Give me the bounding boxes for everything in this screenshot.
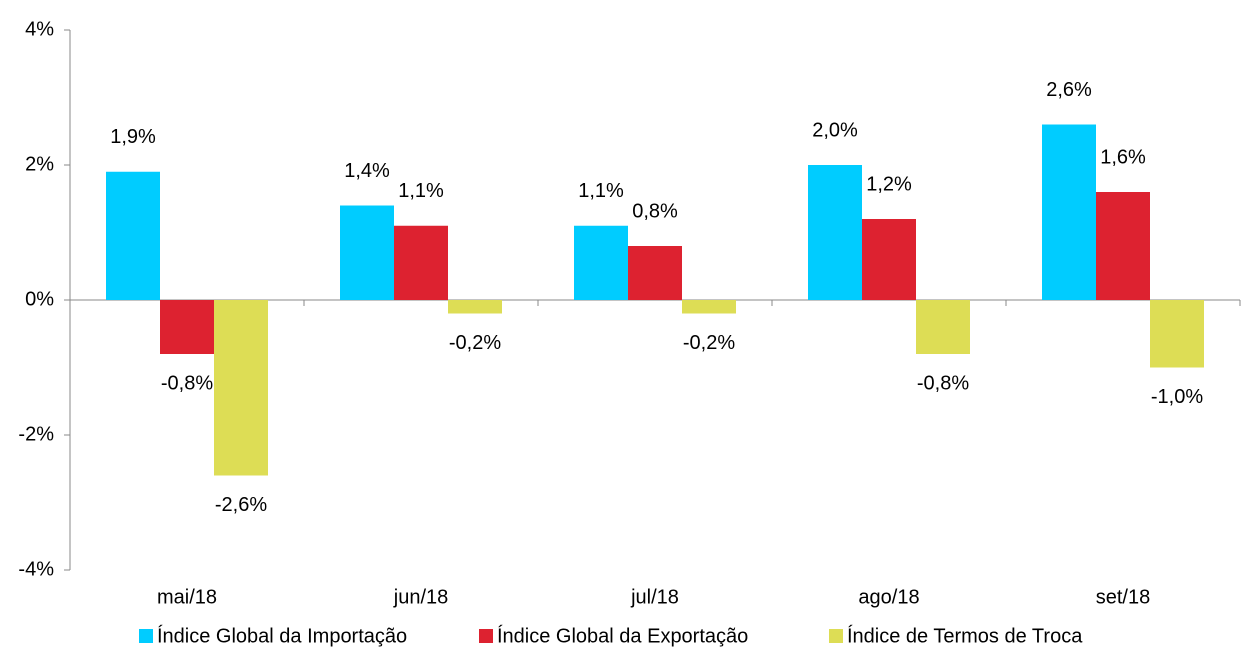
- data-label: 1,9%: [110, 126, 156, 148]
- data-label: -2,6%: [215, 494, 267, 516]
- x-tick-label: mai/18: [157, 586, 217, 608]
- bar: [574, 225, 628, 300]
- x-tick-label: ago/18: [858, 586, 919, 608]
- data-label: -1,0%: [1151, 386, 1203, 408]
- data-label: 1,2%: [866, 173, 912, 195]
- x-tick-label: jun/18: [393, 586, 449, 608]
- data-label: 1,4%: [344, 160, 390, 182]
- legend-swatch: [829, 629, 843, 643]
- bar: [808, 165, 862, 300]
- y-tick-label: -4%: [18, 558, 54, 580]
- data-label: 0,8%: [632, 200, 678, 222]
- bar: [682, 300, 736, 314]
- legend-swatch: [139, 629, 153, 643]
- bar: [340, 205, 394, 300]
- bar: [862, 219, 916, 300]
- y-tick-label: 2%: [25, 153, 54, 175]
- bar: [394, 225, 448, 300]
- bar: [448, 300, 502, 314]
- data-label: -0,2%: [683, 332, 735, 354]
- legend-swatch: [479, 629, 493, 643]
- bar: [214, 300, 268, 476]
- legend-label: Índice de Termos de Troca: [847, 624, 1083, 647]
- y-tick-label: 0%: [25, 288, 54, 310]
- data-label: -0,2%: [449, 332, 501, 354]
- bar: [628, 246, 682, 300]
- x-tick-label: jul/18: [630, 586, 679, 608]
- bar: [916, 300, 970, 354]
- data-label: 1,6%: [1100, 146, 1146, 168]
- bar: [1150, 300, 1204, 368]
- data-label: 2,6%: [1046, 79, 1092, 101]
- y-tick-label: -2%: [18, 423, 54, 445]
- data-label: -0,8%: [917, 372, 969, 394]
- legend-label: Índice Global da Exportação: [497, 624, 748, 647]
- data-label: -0,8%: [161, 372, 213, 394]
- bar: [1096, 192, 1150, 300]
- y-tick-label: 4%: [25, 18, 54, 40]
- bar: [106, 171, 160, 300]
- legend-label: Índice Global da Importação: [157, 624, 407, 647]
- data-label: 2,0%: [812, 119, 858, 141]
- x-tick-label: set/18: [1096, 586, 1150, 608]
- data-label: 1,1%: [578, 180, 624, 202]
- bar: [160, 300, 214, 354]
- data-label: 1,1%: [398, 180, 444, 202]
- bar: [1042, 124, 1096, 300]
